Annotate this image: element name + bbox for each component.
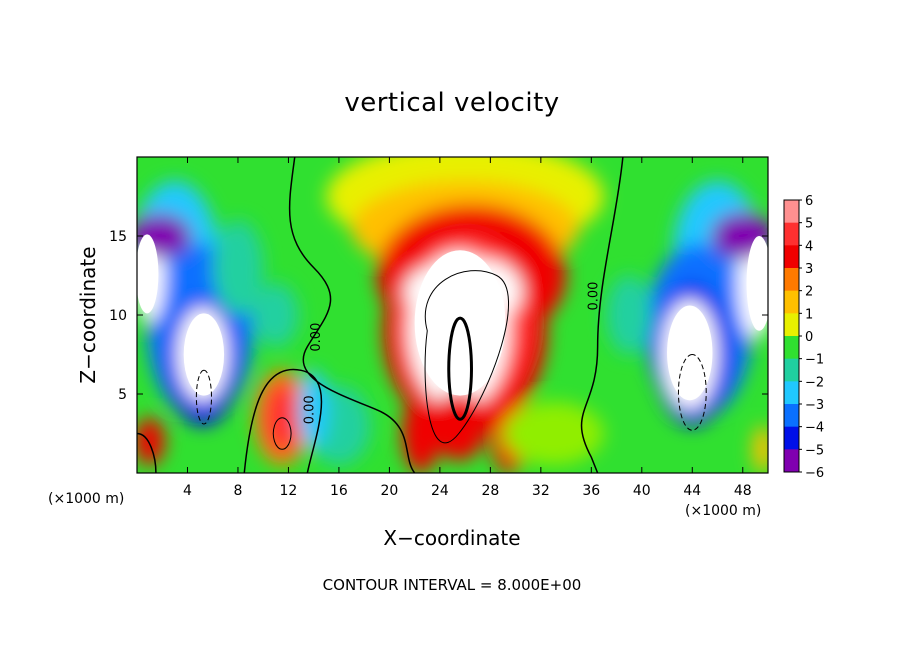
contour-labels: 0.00 0.00 0.00 [303,282,602,425]
colorbar-label: 4 [805,239,813,254]
field-blob [137,417,165,466]
x-tick-label: 28 [481,483,499,499]
colorbar-label: 5 [805,217,813,232]
colorbar-swatch [784,336,799,360]
contour-line [580,157,624,473]
colorbar-swatch [784,449,799,473]
contour-label: 0.00 [309,323,324,352]
contour-lines [137,157,768,473]
contour-line [447,316,473,421]
colorbar-swatch [784,290,799,314]
x-axis: 4 8 12 16 20 24 28 32 36 40 44 48 [183,157,752,499]
field-blob [502,401,604,466]
y-tick-label: 5 [118,387,127,403]
colorbar-swatch [784,313,799,337]
z-units-label: (×1000 m) [48,491,125,507]
contour-line [424,270,509,444]
contour-line [677,354,707,431]
colorbar-swatch [784,268,799,292]
y-axis-label: Z−coordinate [76,246,100,384]
colorbar-label: 3 [805,262,813,277]
y-tick-label: 15 [109,229,127,245]
colorbar-swatch [784,245,799,269]
colorbar-label: 1 [805,307,813,322]
field-blob [253,283,299,347]
colorbar-label: −3 [805,398,824,413]
colorbar-swatch [784,404,799,428]
x-tick-label: 24 [431,483,449,499]
x-tick-label: 4 [183,483,192,499]
colorbar-label: 6 [805,194,813,209]
contour-interval-text: CONTOUR INTERVAL = 8.000E+00 [322,576,582,594]
x-axis-label: X−coordinate [383,526,521,550]
colorbar-label: −6 [805,466,824,481]
field-core [137,234,159,314]
y-axis: 5 10 15 [109,229,768,403]
x-units-label: (×1000 m) [685,503,762,519]
field-blob [402,394,440,473]
colorbar-swatch [784,200,799,224]
colorbar-label: 0 [805,330,813,345]
x-tick-label: 32 [532,483,550,499]
colorbar-label: −1 [805,353,824,368]
contour-label: 0.00 [587,282,602,311]
contour-line [288,157,416,473]
field-blob [212,220,264,315]
field-core [667,305,713,401]
y-tick-label: 10 [109,308,127,324]
field-blob [298,370,329,450]
field-core [746,236,768,331]
contour-line [137,432,157,473]
x-tick-label: 44 [683,483,701,499]
contour-line [243,368,323,473]
colorbar-label: 2 [805,285,813,300]
contour-line [272,417,292,450]
x-tick-label: 20 [380,483,398,499]
x-tick-label: 12 [280,483,298,499]
colorbar-swatch [784,358,799,382]
colorbar-label: −2 [805,375,824,390]
field-blob [606,275,652,355]
x-tick-label: 16 [330,483,348,499]
colorbar-swatch [784,222,799,246]
x-tick-label: 36 [582,483,600,499]
colorbar-swatch [784,381,799,405]
contour-line [195,369,213,425]
plot-area [137,157,768,473]
colorbar-label: −4 [805,421,824,436]
x-tick-label: 40 [633,483,651,499]
x-tick-label: 8 [233,483,242,499]
contour-label: 0.00 [303,395,318,424]
field-core [183,313,225,396]
x-tick-label: 48 [734,483,752,499]
colorbar-swatch [784,426,799,450]
colorbar: 6 5 4 3 2 1 0 −1 −2 −3 −4 −5 −6 [783,194,824,481]
colorbar-label: −5 [805,443,824,458]
field-blob [752,425,768,473]
chart-title: vertical velocity [344,88,560,118]
